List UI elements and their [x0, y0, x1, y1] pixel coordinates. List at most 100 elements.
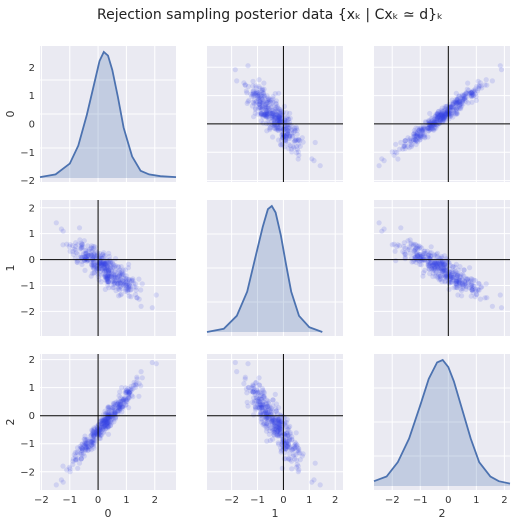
scatter-point [79, 241, 85, 247]
scatter-point [473, 288, 479, 294]
scatter-point [112, 272, 118, 278]
scatter-point [442, 108, 448, 114]
scatter-point [421, 126, 427, 132]
scatter-point [103, 275, 109, 281]
scatter-point [120, 399, 126, 405]
scatter-point [123, 282, 129, 289]
scatter-point [106, 416, 112, 422]
scatter-point [249, 93, 255, 99]
scatter-point [407, 136, 413, 142]
scatter-point [457, 103, 463, 109]
scatter-point [409, 259, 415, 265]
scatter-point [402, 245, 408, 251]
scatter-point [275, 125, 281, 132]
scatter-point [87, 253, 93, 259]
scatter-point [274, 428, 280, 434]
scatter-point [435, 260, 441, 266]
scatter-point [287, 431, 293, 437]
scatter-point [261, 90, 267, 96]
scatter-point [70, 456, 76, 462]
scatter-point [445, 109, 451, 115]
scatter-point [262, 395, 268, 401]
scatter-point [407, 139, 413, 145]
scatter-point [122, 267, 128, 273]
scatter-point [264, 425, 270, 431]
scatter-point [85, 252, 91, 259]
scatter-point [255, 389, 261, 395]
scatter-point [459, 271, 465, 277]
scatter-point [457, 102, 463, 108]
scatter-point [104, 420, 110, 426]
scatter-point [112, 262, 118, 269]
scatter-point [270, 417, 276, 423]
scatter-point [264, 128, 270, 134]
scatter-point [60, 463, 66, 469]
scatter-point [123, 273, 129, 279]
scatter-point [277, 421, 283, 427]
scatter-point [429, 126, 435, 132]
scatter-point [473, 291, 479, 297]
scatter-point [251, 90, 257, 96]
scatter-point [257, 104, 263, 110]
scatter-point [242, 82, 248, 88]
scatter-point [253, 404, 259, 410]
scatter-point [251, 93, 257, 99]
scatter-point [260, 99, 267, 105]
scatter-point [428, 253, 434, 259]
scatter-point [129, 277, 135, 283]
scatter-point [452, 264, 458, 270]
scatter-point [90, 254, 96, 260]
scatter-point [441, 108, 447, 114]
scatter-point [410, 137, 416, 143]
scatter-point [100, 426, 106, 432]
scatter-point [293, 430, 299, 436]
scatter-point [78, 456, 84, 462]
scatter-point [449, 274, 455, 280]
scatter-point [258, 111, 264, 117]
scatter-point [455, 272, 461, 278]
scatter-point [283, 139, 289, 145]
scatter-point [250, 389, 256, 395]
scatter-point [116, 279, 122, 286]
scatter-point [287, 122, 293, 128]
scatter-point [262, 408, 268, 414]
scatter-point [100, 261, 107, 267]
scatter-point [285, 128, 291, 134]
scatter-point [67, 466, 73, 472]
scatter-point [105, 269, 111, 275]
scatter-point [271, 125, 277, 131]
scatter-point [442, 262, 448, 268]
scatter-point [442, 113, 448, 119]
scatter-point [421, 127, 427, 133]
scatter-point [459, 96, 465, 102]
scatter-point [125, 394, 131, 400]
scatter-point [469, 287, 475, 293]
scatter-point [431, 259, 437, 265]
scatter-point [107, 260, 113, 266]
scatter-point [425, 119, 432, 125]
scatter-point [411, 252, 417, 258]
scatter-point [292, 128, 298, 134]
x-tick-label: 2 [152, 495, 158, 506]
scatter-point [285, 433, 291, 439]
scatter-point [122, 395, 128, 401]
scatter-point [461, 267, 467, 273]
scatter-point [81, 257, 87, 263]
scatter-point [415, 125, 421, 132]
scatter-point [436, 114, 442, 120]
scatter-point [274, 104, 281, 110]
y-tick-label: −1 [20, 281, 35, 292]
scatter-point [453, 111, 459, 117]
scatter-point [85, 252, 91, 258]
scatter-point [88, 248, 94, 254]
scatter-point [101, 424, 107, 430]
scatter-point [79, 446, 85, 452]
scatter-point [111, 408, 117, 414]
scatter-point [256, 401, 262, 407]
scatter-point [117, 276, 123, 283]
scatter-point [425, 261, 431, 267]
y-tick-label: 0 [29, 119, 35, 130]
scatter-point [460, 284, 466, 290]
scatter-point [410, 258, 416, 265]
scatter-point [262, 94, 268, 100]
